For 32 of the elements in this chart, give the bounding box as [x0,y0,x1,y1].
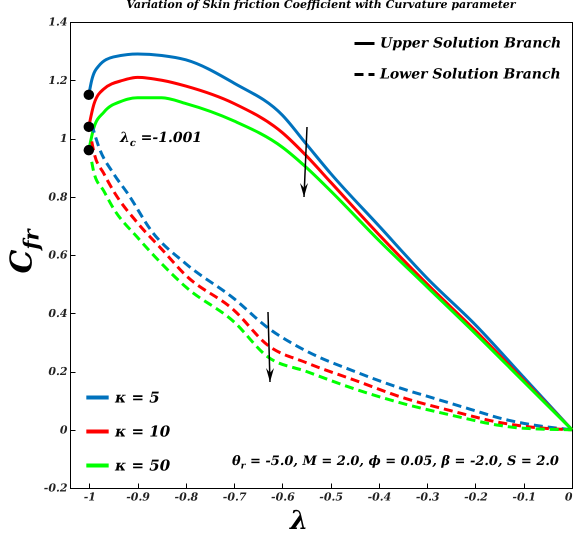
x-tick-label: -0.4 [368,490,392,504]
x-tick-label: -0.1 [512,490,536,504]
legend-label: κ = 5 [114,388,160,406]
x-tick-label: -0.6 [271,490,296,504]
annotation: λ$_{c}$ =-1.001 [120,130,202,149]
x-tick-label: 0 [564,490,573,504]
point [84,144,94,156]
x-axis-title: λ [290,506,308,536]
x-tick-label: -0.2 [464,490,488,504]
annotation: Lower Solution Branch [379,66,561,82]
x-tick-label: -0.7 [222,490,247,504]
y-tick-label: 0.4 [48,306,68,320]
y-tick-label: -0.2 [44,482,68,494]
y-tick-label: 0 [60,423,68,436]
x-tick-label: -0.9 [126,490,150,504]
y-tick-label: 0.8 [48,190,68,204]
x-tick-label: -1 [84,490,96,504]
x-tick-label: -0.8 [174,490,199,504]
y-tick-label: 1.4 [48,16,68,28]
point [84,90,94,100]
annotation: θ$_{r}$ = -5.0, M = 2.0, ϕ = 0.05, β = -2.0, S = 2.0 [232,454,559,472]
y-tick-label: 0.2 [48,365,68,378]
y-tick-label: 1.2 [48,74,68,87]
chart-title: Variation of Skin friction Coefficient with Curvature parameter [126,0,517,11]
y-tick-label: 1 [60,132,68,145]
legend-label: κ = 50 [114,456,171,474]
x-tick-label: -0.5 [319,490,344,504]
legend-label: κ = 10 [114,422,171,440]
x-tick-label: -0.3 [416,490,440,504]
point [84,122,94,132]
y-tick-label: 0.6 [48,248,68,262]
annotation: Upper Solution Branch [380,36,562,52]
